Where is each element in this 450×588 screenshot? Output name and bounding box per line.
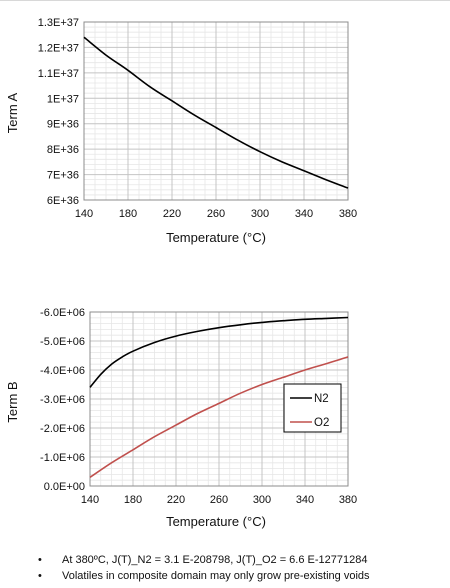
chart-b-x-tick-label: 300 <box>253 494 271 506</box>
chart-b-y-tick-label: -2.0E+06 <box>40 423 85 435</box>
chart-b-y-tick-label: 0.0E+00 <box>44 481 85 493</box>
term-b-chart: Term B Temperature (°C) 140 180 220 260 300 3… <box>5 307 357 529</box>
note-text: At 380ºC, J(T)_N2 = 3.1 E-208798, J(T)_O… <box>62 554 368 566</box>
chart-a-y-axis-title: Term A <box>5 92 20 133</box>
chart-a-y-tick-label: 6E+36 <box>47 195 79 207</box>
chart-b-legend-label: O2 <box>314 417 329 429</box>
note-item: • At 380ºC, J(T)_N2 = 3.1 E-208798, J(T)… <box>38 552 448 568</box>
chart-a-x-tick-label: 380 <box>339 208 357 220</box>
chart-b-y-axis-title: Term B <box>5 381 20 422</box>
chart-b-x-tick-label: 340 <box>296 494 314 506</box>
chart-b-legend: N2 O2 <box>283 383 342 433</box>
chart-a-x-tick-label: 180 <box>119 208 137 220</box>
chart-a-y-tick-label: 8E+36 <box>47 144 79 156</box>
chart-a-y-tick-label: 1.2E+37 <box>38 42 79 54</box>
chart-b-y-tick-label: -3.0E+06 <box>40 394 85 406</box>
chart-b-x-tick-label: 140 <box>81 494 99 506</box>
chart-b-x-tick-label: 220 <box>167 494 185 506</box>
chart-a-y-tick-label: 1.3E+37 <box>38 17 79 29</box>
chart-b-x-tick-label: 260 <box>210 494 228 506</box>
chart-b-y-tick-label: -4.0E+06 <box>40 365 85 377</box>
chart-a-x-tick-label: 300 <box>251 208 269 220</box>
top-divider <box>0 0 450 1</box>
chart-a-series-line-term-a <box>83 36 349 189</box>
chart-a-x-tick-label: 220 <box>163 208 181 220</box>
chart-b-x-axis-title: Temperature (°C) <box>166 514 266 529</box>
note-text: Volatiles in composite domain may only g… <box>62 570 370 582</box>
chart-a-y-tick-label: 1.1E+37 <box>38 68 79 80</box>
chart-a-plot-frame <box>83 21 349 201</box>
term-a-chart: Term A Temperature (°C) 140 180 220 260 300 3… <box>5 17 357 245</box>
chart-b-plot-frame <box>89 311 349 487</box>
chart-a-y-tick-label: 9E+36 <box>47 119 79 131</box>
chart-b-legend-label: N2 <box>314 393 329 405</box>
chart-a-y-tick-label: 7E+36 <box>47 170 79 182</box>
chart-a-x-axis-title: Temperature (°C) <box>166 230 266 245</box>
chart-b-x-tick-label: 380 <box>339 494 357 506</box>
chart-b-series-line-o2 <box>89 356 349 478</box>
chart-b-y-tick-label: -1.0E+06 <box>40 452 85 464</box>
note-item: • Volatiles in composite domain may only… <box>38 568 448 584</box>
chart-a-x-tick-label: 140 <box>75 208 93 220</box>
notes-list: • At 380ºC, J(T)_N2 = 3.1 E-208798, J(T)… <box>38 552 448 584</box>
chart-b-series-line-n2 <box>89 316 349 388</box>
bullet-icon: • <box>38 554 42 566</box>
chart-a-gridlines <box>83 21 349 201</box>
chart-a-x-tick-label: 260 <box>207 208 225 220</box>
chart-b-y-tick-label: -5.0E+06 <box>40 336 85 348</box>
chart-a-x-tick-label: 340 <box>295 208 313 220</box>
bullet-icon: • <box>38 570 42 582</box>
chart-a-y-tick-label: 1E+37 <box>47 93 79 105</box>
chart-b-x-tick-label: 180 <box>124 494 142 506</box>
chart-b-y-tick-label: -6.0E+06 <box>40 307 85 319</box>
